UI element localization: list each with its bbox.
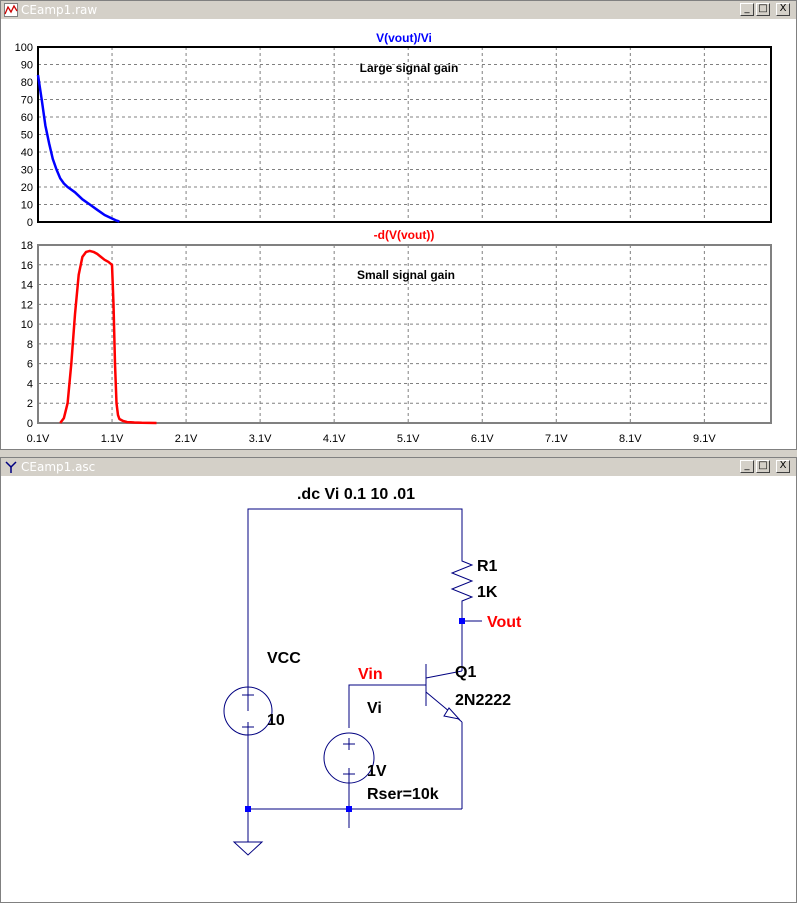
top-y-tick-label: 30 <box>21 165 33 177</box>
voltage-source-vcc[interactable] <box>223 686 273 736</box>
top-annotation[interactable]: Large signal gain <box>360 61 459 75</box>
top-y-tick-label: 0 <box>27 217 33 229</box>
vi-value[interactable]: 1V <box>367 763 387 780</box>
top-y-tick-label: 100 <box>15 42 33 54</box>
bottom-series <box>59 249 157 425</box>
plot-pane[interactable]: V(vout)/Vi Large signal gain 0 10 20 30 40 50… <box>1 19 796 449</box>
top-y-tick-label: 40 <box>21 147 33 159</box>
close-button[interactable]: X <box>776 3 790 16</box>
junction-vout <box>459 618 465 624</box>
bottom-y-tick-label: 0 <box>27 418 33 430</box>
x-tick-label: 6.1V <box>471 433 494 445</box>
close-button[interactable]: X <box>776 460 790 473</box>
x-tick-label: 9.1V <box>693 433 716 445</box>
x-tick-label: 7.1V <box>545 433 568 445</box>
schematic-window-title: CEamp1.asc <box>21 460 96 474</box>
transistor-q1[interactable] <box>425 664 463 723</box>
x-tick-label: 1.1V <box>101 433 124 445</box>
vcc-value[interactable]: 10 <box>267 712 285 729</box>
junction-gnd-left <box>245 806 251 812</box>
voltage-source-vi[interactable] <box>323 732 375 784</box>
bottom-y-tick-label: 2 <box>27 398 33 410</box>
resistor-r1[interactable] <box>450 553 474 606</box>
plot-window-title: CEamp1.raw <box>21 3 98 17</box>
schematic-pane[interactable]: .dc Vi 0.1 10 .01 R1 1K Vout Vin Q1 2N22… <box>1 476 796 902</box>
schematic-canvas[interactable]: .dc Vi 0.1 10 .01 R1 1K Vout Vin Q1 2N22… <box>1 476 796 902</box>
waveform-icon <box>4 3 18 17</box>
bottom-trace-title[interactable]: -d(V(vout)) <box>374 228 435 242</box>
top-y-tick-label: 70 <box>21 95 33 107</box>
junction-gnd-mid <box>346 806 352 812</box>
bottom-series-line[interactable] <box>59 249 157 425</box>
maximize-button[interactable]: □ <box>756 460 770 473</box>
top-y-ticks: 0 10 20 30 40 50 60 70 80 90 100 <box>15 42 33 229</box>
top-y-tick-label: 90 <box>21 60 33 72</box>
vi-name[interactable]: Vi <box>367 700 382 717</box>
wire-base <box>348 684 426 728</box>
top-grid <box>38 47 771 222</box>
q1-model[interactable]: 2N2222 <box>455 692 511 709</box>
vcc-name[interactable]: VCC <box>267 650 301 667</box>
bottom-y-tick-label: 6 <box>27 359 33 371</box>
r1-value[interactable]: 1K <box>477 584 498 601</box>
x-tick-label: 8.1V <box>619 433 642 445</box>
top-series-line[interactable] <box>36 74 120 223</box>
minimize-button[interactable]: _ <box>740 460 754 473</box>
bottom-y-tick-label: 8 <box>27 339 33 351</box>
r1-name[interactable]: R1 <box>477 558 498 575</box>
bottom-y-tick-label: 12 <box>21 299 33 311</box>
top-y-tick-label: 10 <box>21 200 33 212</box>
bottom-y-tick-label: 16 <box>21 260 33 272</box>
top-y-tick-label: 80 <box>21 77 33 89</box>
top-series <box>36 74 120 223</box>
x-tick-label: 5.1V <box>397 433 420 445</box>
plot-window-titlebar[interactable]: CEamp1.raw _ □ X <box>1 1 796 20</box>
bottom-y-tick-label: 4 <box>27 378 33 390</box>
bottom-y-tick-label: 18 <box>21 240 33 252</box>
bottom-plot-frame <box>37 244 772 424</box>
wires <box>247 508 482 828</box>
maximize-button[interactable]: □ <box>756 3 770 16</box>
top-y-tick-label: 20 <box>21 182 33 194</box>
q1-name[interactable]: Q1 <box>455 664 476 681</box>
bottom-grid <box>38 245 771 423</box>
bottom-y-tick-label: 14 <box>21 280 33 292</box>
top-y-tick-label: 50 <box>21 130 33 142</box>
bottom-annotation[interactable]: Small signal gain <box>357 268 455 282</box>
x-tick-label: 3.1V <box>249 433 272 445</box>
top-trace-title[interactable]: V(vout)/Vi <box>376 31 432 45</box>
wire-top-loop <box>247 508 463 711</box>
vin-net-label[interactable]: Vin <box>358 666 383 683</box>
top-plot-frame <box>37 46 772 223</box>
x-axis-ticks: 0.1V 1.1V 2.1V 3.1V 4.1V 5.1V 6.1V 7.1V 8.1V 9.1V <box>27 433 717 445</box>
vi-rser[interactable]: Rser=10k <box>367 786 439 803</box>
schematic-icon <box>5 461 17 473</box>
top-y-tick-label: 60 <box>21 112 33 124</box>
minimize-button[interactable]: _ <box>740 3 754 16</box>
x-tick-label: 0.1V <box>27 433 50 445</box>
dc-sweep-directive[interactable]: .dc Vi 0.1 10 .01 <box>297 486 415 503</box>
bottom-y-ticks: 0 2 4 6 8 10 12 14 16 18 <box>21 240 33 430</box>
x-tick-label: 4.1V <box>323 433 346 445</box>
plot-window: CEamp1.raw _ □ X V(vout)/Vi Large signal… <box>0 0 797 450</box>
waveform-plot[interactable]: V(vout)/Vi Large signal gain 01020304050… <box>1 19 796 449</box>
bottom-y-tick-label: 10 <box>21 319 33 331</box>
ground-symbol[interactable] <box>232 841 264 856</box>
x-tick-label: 2.1V <box>175 433 198 445</box>
vout-net-label[interactable]: Vout <box>487 614 522 631</box>
schematic-window: CEamp1.asc _ □ X <box>0 457 797 903</box>
schematic-window-titlebar[interactable]: CEamp1.asc _ □ X <box>1 458 796 477</box>
